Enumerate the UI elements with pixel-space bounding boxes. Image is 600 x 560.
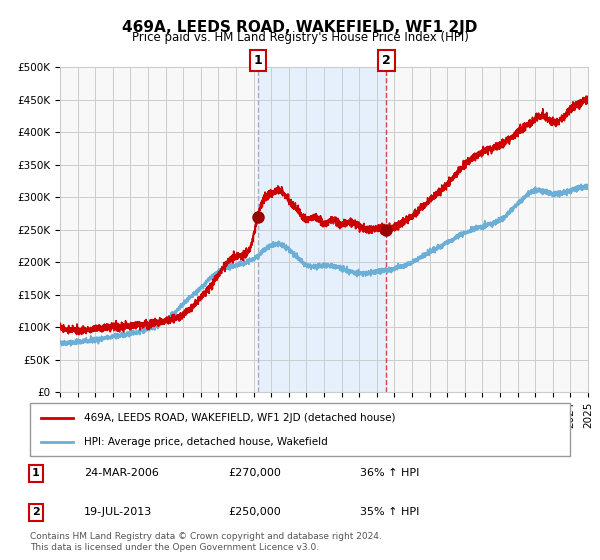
Text: HPI: Average price, detached house, Wakefield: HPI: Average price, detached house, Wake…	[84, 436, 328, 446]
Text: Price paid vs. HM Land Registry's House Price Index (HPI): Price paid vs. HM Land Registry's House …	[131, 31, 469, 44]
Text: 2: 2	[382, 54, 391, 67]
Text: Contains HM Land Registry data © Crown copyright and database right 2024.
This d: Contains HM Land Registry data © Crown c…	[30, 532, 382, 552]
Text: £270,000: £270,000	[228, 468, 281, 478]
Text: 469A, LEEDS ROAD, WAKEFIELD, WF1 2JD (detached house): 469A, LEEDS ROAD, WAKEFIELD, WF1 2JD (de…	[84, 413, 395, 423]
Text: 1: 1	[32, 468, 40, 478]
Text: 469A, LEEDS ROAD, WAKEFIELD, WF1 2JD: 469A, LEEDS ROAD, WAKEFIELD, WF1 2JD	[122, 20, 478, 35]
FancyBboxPatch shape	[30, 403, 570, 456]
Text: 1: 1	[253, 54, 262, 67]
Text: 35% ↑ HPI: 35% ↑ HPI	[360, 507, 419, 517]
Text: 19-JUL-2013: 19-JUL-2013	[84, 507, 152, 517]
Text: 36% ↑ HPI: 36% ↑ HPI	[360, 468, 419, 478]
Text: 24-MAR-2006: 24-MAR-2006	[84, 468, 159, 478]
Bar	[257, 67, 386, 392]
Text: 2: 2	[32, 507, 40, 517]
Text: £250,000: £250,000	[228, 507, 281, 517]
